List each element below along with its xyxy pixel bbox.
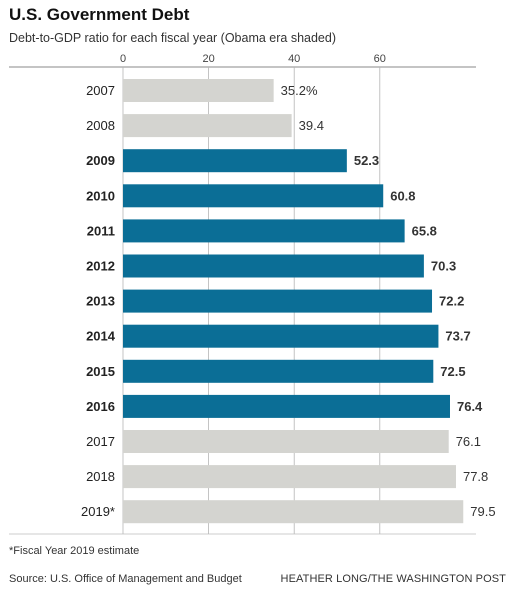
bar bbox=[123, 149, 347, 173]
category-label: 2009 bbox=[86, 153, 115, 168]
x-tick-label: 40 bbox=[288, 53, 300, 65]
bar-chart: 0 20 40 60 2007 35.2% 2008 39.4 2009 52.3 2010 60.8… bbox=[9, 53, 496, 535]
value-label: 76.4 bbox=[457, 399, 483, 414]
bar bbox=[123, 289, 433, 313]
value-label: 35.2% bbox=[281, 83, 318, 98]
value-label: 73.7 bbox=[445, 329, 470, 344]
bar bbox=[123, 394, 450, 418]
category-label: 2012 bbox=[86, 259, 115, 274]
source-note: Source: U.S. Office of Management and Bu… bbox=[9, 573, 242, 585]
bar bbox=[123, 430, 449, 453]
category-label: 2015 bbox=[86, 364, 115, 379]
value-label: 60.8 bbox=[390, 188, 415, 203]
x-tick-label: 60 bbox=[374, 53, 386, 65]
category-label: 2010 bbox=[86, 188, 115, 203]
value-label: 72.5 bbox=[440, 364, 465, 379]
bar bbox=[123, 500, 464, 524]
bar bbox=[123, 254, 424, 278]
value-label: 76.1 bbox=[456, 434, 481, 449]
footnote: *Fiscal Year 2019 estimate bbox=[9, 545, 140, 557]
bar bbox=[123, 465, 456, 489]
value-label: 52.3 bbox=[354, 153, 379, 168]
chart-title: U.S. Government Debt bbox=[9, 5, 190, 24]
x-tick-label: 0 bbox=[120, 53, 126, 65]
category-label: 2008 bbox=[86, 118, 115, 133]
bar bbox=[123, 184, 384, 208]
value-label: 70.3 bbox=[431, 259, 456, 274]
bar bbox=[123, 359, 434, 383]
credit-line: HEATHER LONG/THE WASHINGTON POST bbox=[280, 573, 506, 585]
value-label: 79.5 bbox=[470, 504, 495, 519]
category-label: 2013 bbox=[86, 294, 115, 309]
category-label: 2018 bbox=[86, 469, 115, 484]
category-label: 2017 bbox=[86, 434, 115, 449]
value-label: 77.8 bbox=[463, 469, 488, 484]
bar bbox=[123, 219, 405, 243]
bar bbox=[123, 324, 439, 348]
value-label: 39.4 bbox=[299, 118, 324, 133]
x-tick-label: 20 bbox=[202, 53, 214, 65]
category-label: 2011 bbox=[87, 223, 115, 238]
bar bbox=[123, 79, 274, 102]
category-label: 2016 bbox=[86, 399, 115, 414]
category-label: 2014 bbox=[86, 329, 116, 344]
category-label: 2007 bbox=[86, 83, 115, 98]
category-label: 2019* bbox=[81, 504, 115, 519]
value-label: 65.8 bbox=[412, 223, 437, 238]
bar bbox=[123, 114, 292, 138]
value-label: 72.2 bbox=[439, 294, 464, 309]
chart-subtitle: Debt-to-GDP ratio for each fiscal year (… bbox=[9, 31, 336, 45]
